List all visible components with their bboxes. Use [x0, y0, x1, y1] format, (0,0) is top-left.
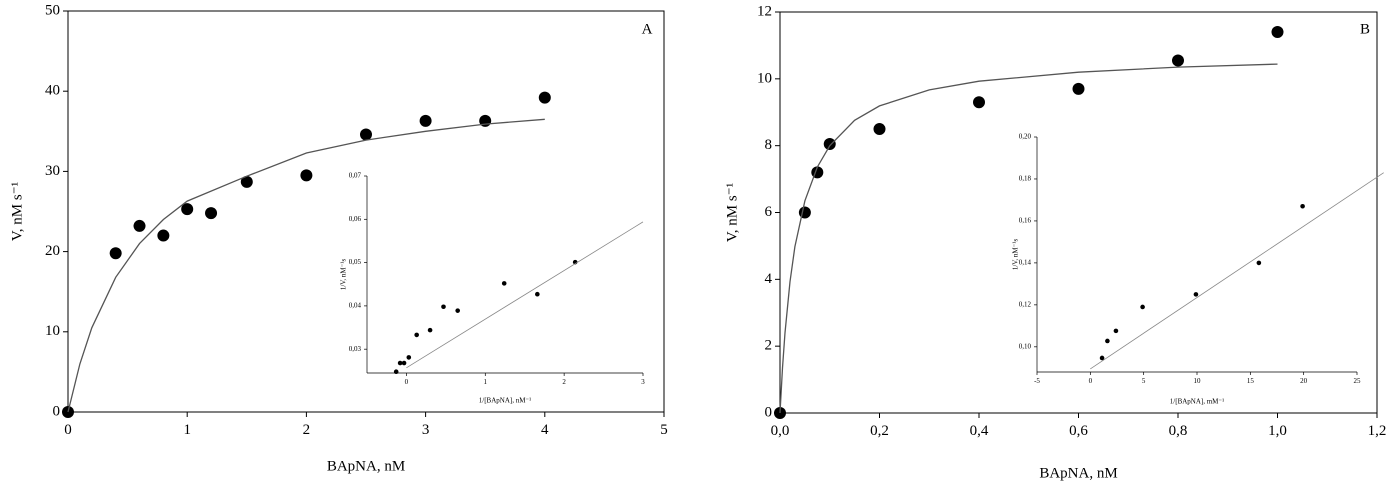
x-tick-label: 1 — [183, 422, 191, 438]
data-point — [873, 122, 886, 135]
data-point — [1172, 54, 1184, 67]
y-tick-label: 10 — [45, 323, 60, 339]
data-point — [419, 114, 432, 127]
y-tick-label: 6 — [765, 204, 773, 220]
y-tick-label: 20 — [45, 243, 60, 259]
data-point — [538, 91, 551, 104]
data-point — [133, 219, 146, 232]
y-tick-label: 30 — [45, 163, 60, 179]
x-tick-label: 3 — [422, 422, 430, 438]
data-point — [1099, 355, 1105, 361]
x-tick-label: 25 — [1354, 377, 1362, 385]
data-point — [205, 207, 218, 220]
data-point — [1271, 26, 1284, 39]
fit-line — [1090, 172, 1384, 370]
data-point — [1140, 304, 1145, 310]
y-axis-label: 1/V, nM⁻¹s — [340, 259, 348, 291]
x-tick-label: 3 — [641, 378, 645, 386]
data-point — [397, 360, 403, 366]
x-tick-label: 5 — [1142, 377, 1146, 385]
data-point — [441, 304, 446, 310]
y-tick-label: 50 — [45, 2, 60, 18]
x-tick-label: 20 — [1300, 377, 1308, 385]
x-tick-label: 0,8 — [1169, 423, 1188, 439]
y-tick-label: 0,10 — [1019, 342, 1032, 350]
data-point — [1072, 82, 1085, 95]
panel-label: B — [1360, 21, 1370, 37]
data-point — [240, 175, 253, 188]
y-axis-label: V, nM s⁻¹ — [724, 183, 740, 242]
y-axis-label: V, nM s⁻¹ — [9, 182, 25, 241]
x-tick-label: 4 — [541, 422, 549, 438]
y-tick-label: 2 — [765, 338, 773, 354]
x-tick-label: 0 — [64, 422, 72, 438]
data-point — [1193, 292, 1199, 297]
x-tick-label: 2 — [303, 422, 311, 438]
x-tick-label: 1,2 — [1368, 423, 1387, 439]
x-axis-label: 1/[BApNA], mM⁻¹ — [1170, 398, 1224, 406]
data-point — [401, 360, 407, 366]
x-tick-label: 10 — [1194, 377, 1202, 385]
data-point — [1105, 338, 1110, 344]
y-tick-label: 10 — [757, 70, 772, 86]
y-tick-label: 8 — [765, 137, 773, 153]
x-tick-label: 5 — [660, 422, 668, 438]
y-axis-label: 1/V, nM⁻¹s — [1012, 239, 1020, 271]
data-point — [1300, 203, 1305, 209]
data-point — [823, 137, 836, 150]
y-tick-label: 0 — [765, 404, 773, 420]
panel-label: A — [642, 21, 653, 37]
y-tick-label: 0,20 — [1019, 133, 1032, 141]
y-tick-label: 40 — [45, 83, 60, 99]
y-tick-label: 0,16 — [1019, 217, 1032, 225]
x-tick-label: 1,0 — [1268, 423, 1287, 439]
y-tick-label: 0,04 — [349, 301, 362, 309]
fit-line — [406, 221, 644, 369]
fit-line — [779, 63, 1278, 414]
data-point — [406, 355, 412, 360]
y-tick-label: 12 — [757, 3, 772, 19]
x-tick-label: 0,2 — [870, 423, 889, 439]
x-axis-label: BApNA, nM — [1039, 465, 1117, 481]
data-point — [798, 206, 811, 219]
x-tick-label: 15 — [1247, 377, 1255, 385]
data-point — [157, 229, 170, 242]
data-point — [414, 332, 419, 338]
data-point — [501, 281, 507, 286]
data-point — [1256, 260, 1262, 266]
x-axis-label: BApNA, nM — [327, 458, 405, 474]
x-tick-label: 0 — [1089, 377, 1093, 385]
data-point — [427, 327, 433, 333]
x-tick-label: 2 — [562, 378, 566, 386]
data-point — [973, 96, 985, 109]
plot-frame — [67, 10, 665, 413]
y-tick-label: 0,05 — [349, 258, 362, 266]
data-point — [300, 169, 313, 182]
y-tick-label: 0,07 — [349, 172, 362, 180]
y-tick-label: 0,06 — [349, 215, 362, 223]
y-tick-label: 0,03 — [349, 345, 362, 353]
data-point — [1113, 328, 1119, 334]
x-tick-label: 0,4 — [970, 423, 989, 439]
data-point — [535, 291, 540, 297]
y-tick-label: 0,18 — [1019, 175, 1032, 183]
x-axis-label: 1/[BApNA], nM⁻¹ — [479, 397, 531, 405]
x-tick-label: 0 — [405, 378, 409, 386]
data-point — [109, 247, 122, 260]
data-point — [393, 369, 399, 375]
x-tick-label: -5 — [1034, 377, 1040, 385]
x-tick-label: 0,0 — [771, 423, 790, 439]
data-point — [360, 128, 372, 141]
y-tick-label: 4 — [765, 271, 773, 287]
x-tick-label: 0,6 — [1069, 423, 1088, 439]
fit-line — [67, 118, 545, 413]
y-tick-label: 0 — [53, 403, 61, 419]
y-tick-label: 0,14 — [1019, 259, 1032, 267]
data-point — [181, 203, 194, 216]
x-tick-label: 1 — [484, 378, 488, 386]
y-tick-label: 0,12 — [1019, 300, 1032, 308]
data-point — [455, 308, 460, 313]
